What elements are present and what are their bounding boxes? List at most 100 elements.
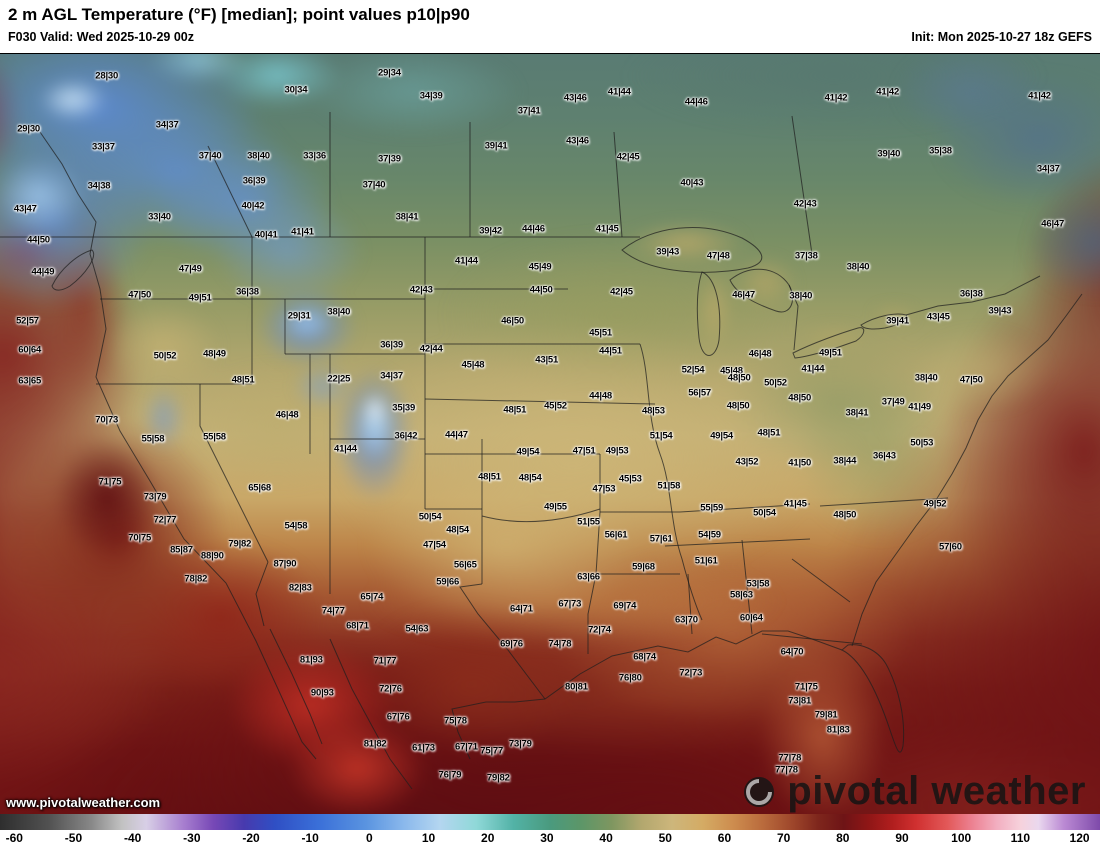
- point-value: 55|59: [700, 502, 724, 514]
- point-value: 34|37: [380, 370, 403, 382]
- colorbar-tick-label: 60: [717, 831, 732, 845]
- point-value: 42|45: [610, 286, 633, 298]
- point-value: 34|38: [87, 180, 111, 192]
- point-value: 47|49: [178, 263, 202, 275]
- colorbar-tick-label: 40: [599, 831, 613, 845]
- point-value: 67|73: [558, 598, 582, 610]
- init-time-label: Init: Mon 2025-10-27 18z GEFS: [911, 30, 1092, 44]
- point-value: 75|78: [443, 715, 467, 727]
- point-value: 51|58: [657, 480, 681, 492]
- colorbar: -60 -50 -40 -30 -20 -10 0 10 20 30 40 50 60 70 80 90 100…: [0, 814, 1100, 850]
- point-value: 49|53: [605, 445, 629, 457]
- point-value: 51|54: [649, 430, 673, 442]
- point-value: 33|36: [303, 150, 326, 162]
- point-value: 69|76: [500, 638, 523, 650]
- point-value: 68|74: [633, 651, 656, 663]
- colorbar-ticks: -60 -50 -40 -30 -20 -10 0 10 20 30 40 50 60 70 80 90 100…: [0, 830, 1100, 850]
- point-value: 50|53: [910, 437, 934, 449]
- point-value: 41|41: [291, 226, 314, 238]
- point-value: 52|54: [681, 364, 705, 376]
- point-value: 40|43: [680, 177, 704, 189]
- point-value: 44|50: [529, 284, 553, 296]
- point-value: 51|55: [577, 516, 600, 528]
- point-value: 71|75: [98, 476, 122, 488]
- point-value: 35|38: [929, 145, 952, 157]
- point-value: 64|70: [780, 646, 804, 658]
- point-value: 50|54: [418, 511, 442, 523]
- point-value: 67|71: [454, 741, 478, 753]
- point-value: 82|83: [288, 582, 312, 594]
- point-value: 44|51: [599, 345, 622, 357]
- point-value: 36|43: [872, 450, 896, 462]
- gulf-coastline: [451, 630, 843, 760]
- point-value: 73|79: [143, 491, 167, 503]
- lake-superior-outline: [621, 227, 763, 273]
- point-value: 43|51: [535, 354, 559, 366]
- geography-borders: [0, 112, 1083, 790]
- point-value: 73|79: [508, 738, 532, 750]
- point-value: 43|52: [735, 456, 759, 468]
- point-value: 39|42: [479, 225, 502, 237]
- point-value: 42|44: [419, 343, 443, 355]
- lake-ontario-outline: [860, 313, 908, 330]
- point-value: 45|49: [528, 261, 552, 273]
- point-value: 74|78: [548, 638, 572, 650]
- colorbar-tick-label: 120: [1069, 831, 1090, 845]
- state-border: [664, 538, 811, 547]
- point-value: 71|75: [794, 681, 818, 693]
- state-border: [687, 573, 693, 635]
- point-value: 70|73: [95, 414, 119, 426]
- point-value: 46|48: [275, 409, 299, 421]
- point-value: 46|47: [1041, 218, 1065, 230]
- point-value: 63|70: [674, 614, 698, 626]
- point-value: 41|45: [783, 498, 807, 510]
- point-value: 22|25: [327, 373, 351, 385]
- colorbar-tick-label: -30: [183, 831, 201, 845]
- point-value: 78|82: [184, 573, 208, 585]
- point-value: 81|82: [363, 738, 387, 750]
- point-value: 88|90: [200, 550, 224, 562]
- point-value: 70|75: [128, 532, 152, 544]
- lake-erie-outline: [792, 327, 865, 359]
- point-value: 48|50: [788, 392, 812, 404]
- point-value: 33|37: [91, 141, 115, 153]
- point-value: 49|55: [544, 501, 567, 513]
- point-value: 65|68: [248, 482, 271, 494]
- point-value: 41|45: [595, 223, 619, 235]
- point-value: 55|58: [141, 433, 165, 445]
- point-value: 87|90: [273, 558, 297, 570]
- state-border: [679, 503, 811, 513]
- point-value: 69|74: [613, 600, 637, 612]
- state-border: [199, 384, 269, 563]
- vancouver-island-outline: [51, 249, 94, 291]
- colorbar-tick-label: 90: [895, 831, 909, 845]
- colorbar-tick-label: 0: [366, 831, 373, 845]
- point-value: 53|58: [746, 578, 770, 590]
- point-value: 80|81: [564, 681, 588, 693]
- point-value: 48|53: [641, 405, 665, 417]
- colorbar-tick-label: 100: [951, 831, 972, 845]
- point-value: 79|81: [814, 709, 838, 721]
- point-value: 56|61: [604, 529, 628, 541]
- point-value: 77|78: [778, 752, 802, 764]
- point-value: 48|51: [757, 427, 781, 439]
- point-value: 71|77: [373, 655, 397, 667]
- point-value: 72|73: [679, 667, 703, 679]
- state-border: [587, 511, 601, 654]
- point-value: 40|41: [254, 229, 278, 241]
- point-value: 48|50: [833, 509, 857, 521]
- point-value: 45|48: [461, 359, 485, 371]
- point-value: 55|58: [203, 431, 226, 443]
- point-value: 38|40: [914, 372, 938, 384]
- colorbar-tick-label: 50: [658, 831, 672, 845]
- point-value: 38|40: [327, 306, 351, 318]
- point-value: 72|74: [588, 624, 611, 636]
- point-value: 54|59: [698, 529, 721, 541]
- point-value: 50|52: [153, 350, 177, 362]
- point-value: 48|51: [503, 404, 527, 416]
- colorbar-tick-label: -20: [242, 831, 260, 845]
- state-border: [761, 633, 863, 645]
- colorbar-tick-label: -10: [301, 831, 319, 845]
- brand-watermark: pivotal weather: [741, 769, 1086, 814]
- point-value: 30|34: [284, 84, 308, 96]
